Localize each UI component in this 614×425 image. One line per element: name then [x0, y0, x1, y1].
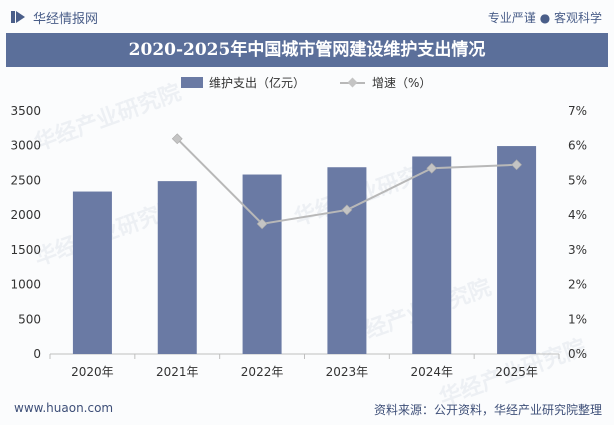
growth-point	[171, 133, 183, 145]
x-axis-tick-label: 2021年	[156, 365, 199, 379]
x-axis-tick-label: 2022年	[241, 365, 284, 379]
y-axis-tick-label: 2500	[10, 173, 41, 187]
y2-axis-tick-label: 1%	[568, 312, 587, 326]
huajing-logo-icon	[11, 11, 25, 23]
y-axis-tick-label: 3000	[10, 139, 41, 153]
y-axis-tick-label: 1500	[10, 243, 41, 257]
y-axis-tick-label: 500	[18, 312, 41, 326]
chart-plot: 维护支出（亿元） 增速（%） 0 500 1000 1500 2000 2500 3000 3…	[10, 75, 587, 379]
y-axis-tick-label: 3500	[10, 104, 41, 118]
bar	[242, 174, 282, 354]
bar	[72, 191, 112, 354]
growth-point	[341, 204, 353, 216]
bar	[412, 156, 452, 354]
y2-axis-tick-label: 2%	[568, 278, 587, 292]
legend-line-marker	[347, 77, 358, 88]
x-axis-tick-label: 2025年	[495, 365, 538, 379]
y-axis-tick-label: 0	[33, 347, 41, 361]
y2-axis-tick-label: 3%	[568, 243, 587, 257]
legend-bar-label: 维护支出（亿元）	[209, 75, 305, 90]
y2-axis-tick-label: 6%	[568, 139, 587, 153]
y-axis-tick-label: 1000	[10, 278, 41, 292]
y2-axis-tick-label: 0%	[568, 347, 587, 361]
brand-slogan: 专业严谨 ● 客观科学	[487, 11, 602, 25]
growth-point	[511, 159, 522, 171]
footer-source: 资料来源：公开资料，华经产业研究院整理	[373, 403, 602, 417]
brand-name: 华经情报网	[33, 12, 99, 27]
x-axis-tick-label: 2023年	[326, 365, 369, 379]
top-bar: 华经情报网 专业严谨 ● 客观科学	[0, 0, 614, 34]
y2-axis-tick-label: 4%	[568, 208, 587, 222]
y2-axis-tick-label: 7%	[568, 104, 587, 118]
legend-bar-swatch	[181, 77, 203, 88]
legend-line-label: 增速（%）	[372, 76, 431, 90]
chart-title: 2020-2025年中国城市管网建设维护支出情况	[128, 40, 486, 60]
footer-url: www.huaon.com	[14, 401, 114, 415]
bar	[327, 167, 367, 354]
growth-point	[426, 162, 438, 174]
bar	[157, 181, 197, 354]
growth-point	[256, 218, 268, 230]
x-axis-tick-label: 2020年	[71, 365, 114, 379]
chart-legend: 维护支出（亿元） 增速（%）	[181, 75, 431, 90]
x-axis-tick-label: 2024年	[410, 365, 453, 379]
y-axis-tick-label: 2000	[10, 208, 41, 222]
y2-axis-tick-label: 5%	[568, 173, 587, 187]
title-bar: 2020-2025年中国城市管网建设维护支出情况	[6, 33, 608, 67]
bar	[497, 146, 537, 354]
